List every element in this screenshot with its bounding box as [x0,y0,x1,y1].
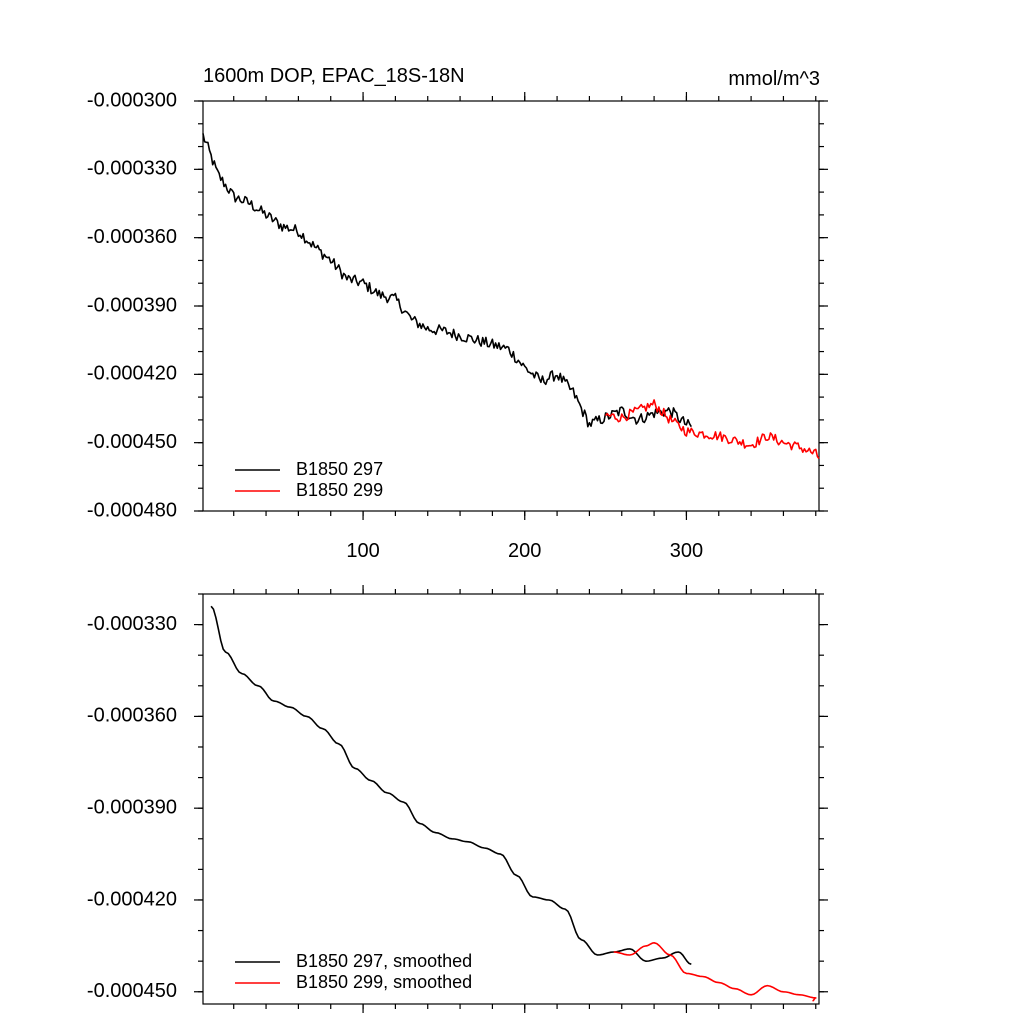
legend-label-b1850-299: B1850 299 [296,480,383,500]
y-tick-label: -0.000390 [87,294,177,316]
series-line-b1850-299 [604,399,820,460]
y-tick-label: -0.000450 [87,431,177,453]
y-tick-label: -0.000420 [87,888,177,910]
series-line-b1850-299-smoothed [613,942,817,1002]
series-group-bottom [210,605,817,1002]
y-tick-label: -0.000480 [87,499,177,521]
y-tick-label: -0.000330 [87,158,177,180]
legend-label-b1850-299-smoothed: B1850 299, smoothed [296,972,472,992]
legend-top: B1850 297 B1850 299 [235,459,383,500]
y-tick-label: -0.000450 [87,980,177,1002]
y-tick-label: -0.000420 [87,363,177,385]
chart-title: 1600m DOP, EPAC_18S-18N [203,65,465,87]
y-tick-label: -0.000390 [87,796,177,818]
legend-label-b1850-297: B1850 297 [296,459,383,479]
legend-label-b1850-297-smoothed: B1850 297, smoothed [296,951,472,971]
units-label: mmol/m^3 [728,68,820,90]
plot-frame-top [202,100,820,512]
series-line-b1850-297 [202,133,692,428]
top-panel: 1600m DOP, EPAC_18S-18N mmol/m^3 -0.0003… [87,65,828,562]
y-tick-label: -0.000360 [87,226,177,248]
y-tick-label: -0.000360 [87,705,177,727]
x-tick-label: 200 [508,540,541,562]
series-line-b1850-297-smoothed [210,605,692,965]
axis-ticks-top [194,92,828,520]
x-tick-label: 300 [670,540,703,562]
y-tick-label: -0.000330 [87,613,177,635]
plot-frame-bottom [202,593,820,1005]
x-tick-labels-top: 100 200 300 [346,540,703,562]
series-group-top [202,133,820,460]
bottom-panel: -0.000330 -0.000360 -0.000390 -0.000420 -0.0… [87,585,828,1013]
axis-ticks-bottom [194,585,828,1013]
y-tick-label: -0.000300 [87,89,177,111]
x-tick-label: 100 [346,540,379,562]
y-tick-labels-top: -0.000300 -0.000330 -0.000360 -0.000390 -0.0… [87,89,177,521]
y-tick-labels-bottom: -0.000330 -0.000360 -0.000390 -0.000420 -0.0… [87,613,177,1002]
legend-bottom: B1850 297, smoothed B1850 299, smoothed [235,951,472,992]
